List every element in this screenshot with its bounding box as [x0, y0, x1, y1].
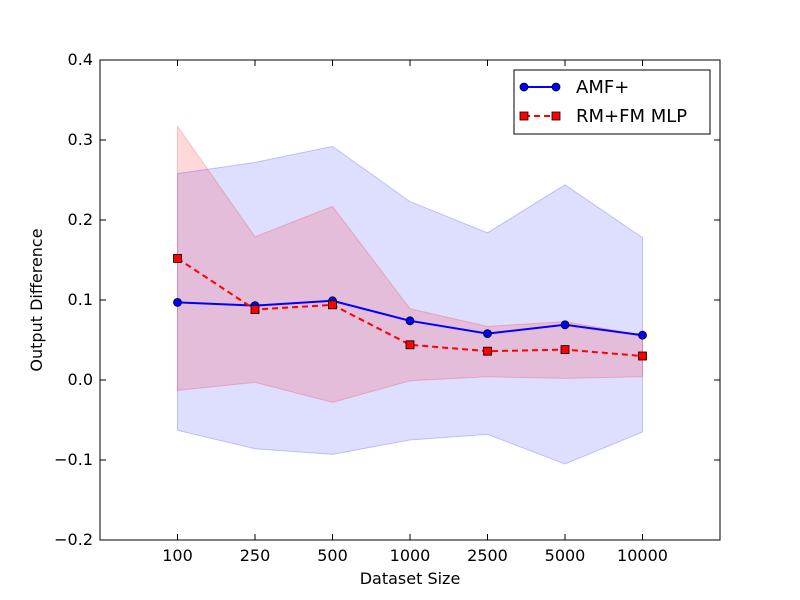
- legend-marker-1: [551, 82, 561, 92]
- y-tick-label: −0.1: [54, 450, 93, 469]
- x-tick-label: 10000: [617, 546, 668, 565]
- y-tick-label: 0.3: [68, 130, 93, 149]
- legend-label-2: RM+FM MLP: [576, 106, 687, 127]
- legend-marker-2: [519, 111, 529, 121]
- legend-marker-2: [551, 111, 561, 121]
- y-tick-label: 0.2: [68, 210, 93, 229]
- data-point-s2-2: [250, 305, 260, 315]
- x-tick-label: 100: [162, 546, 193, 565]
- x-tick-label: 2500: [467, 546, 508, 565]
- x-axis: 100 250 500 1000 2500 5000 10000: [162, 60, 668, 565]
- data-point-s1-7: [638, 330, 647, 340]
- y-tick-label: −0.2: [54, 530, 93, 549]
- data-point-s2-5: [483, 346, 492, 356]
- y-axis: 0.4 0.3 0.2 0.1 0.0 −0.1 −0.2: [54, 50, 720, 549]
- x-tick-label: 1000: [390, 546, 431, 565]
- y-tick-label: 0.0: [68, 370, 93, 389]
- confidence-band-1: [177, 145, 643, 465]
- data-point-s2-3: [328, 300, 337, 310]
- y-axis-label: Output Difference: [27, 228, 46, 371]
- data-point-s2-4: [405, 340, 415, 350]
- legend-marker-1: [519, 82, 529, 92]
- data-point-s2-1: [173, 253, 182, 263]
- data-point-s1-5: [483, 329, 492, 339]
- x-axis-label: Dataset Size: [360, 569, 461, 588]
- confidence-bands: [177, 124, 643, 465]
- x-tick-label: 250: [240, 546, 271, 565]
- confidence-band-2: [177, 124, 643, 403]
- data-point-s1-6: [560, 320, 570, 330]
- data-point-s1-1: [173, 297, 182, 307]
- y-tick-label: 0.4: [68, 50, 93, 69]
- series-markers: [173, 253, 647, 361]
- data-point-s1-4: [405, 316, 415, 326]
- legend: AMF+ RM+FM MLP: [513, 69, 711, 135]
- data-point-s2-7: [638, 351, 647, 361]
- y-tick-label: 0.1: [68, 290, 93, 309]
- x-tick-label: 5000: [545, 546, 586, 565]
- data-point-s2-6: [560, 345, 570, 355]
- legend-box: [513, 69, 711, 135]
- x-tick-label: 500: [317, 546, 348, 565]
- legend-label-1: AMF+: [576, 77, 629, 98]
